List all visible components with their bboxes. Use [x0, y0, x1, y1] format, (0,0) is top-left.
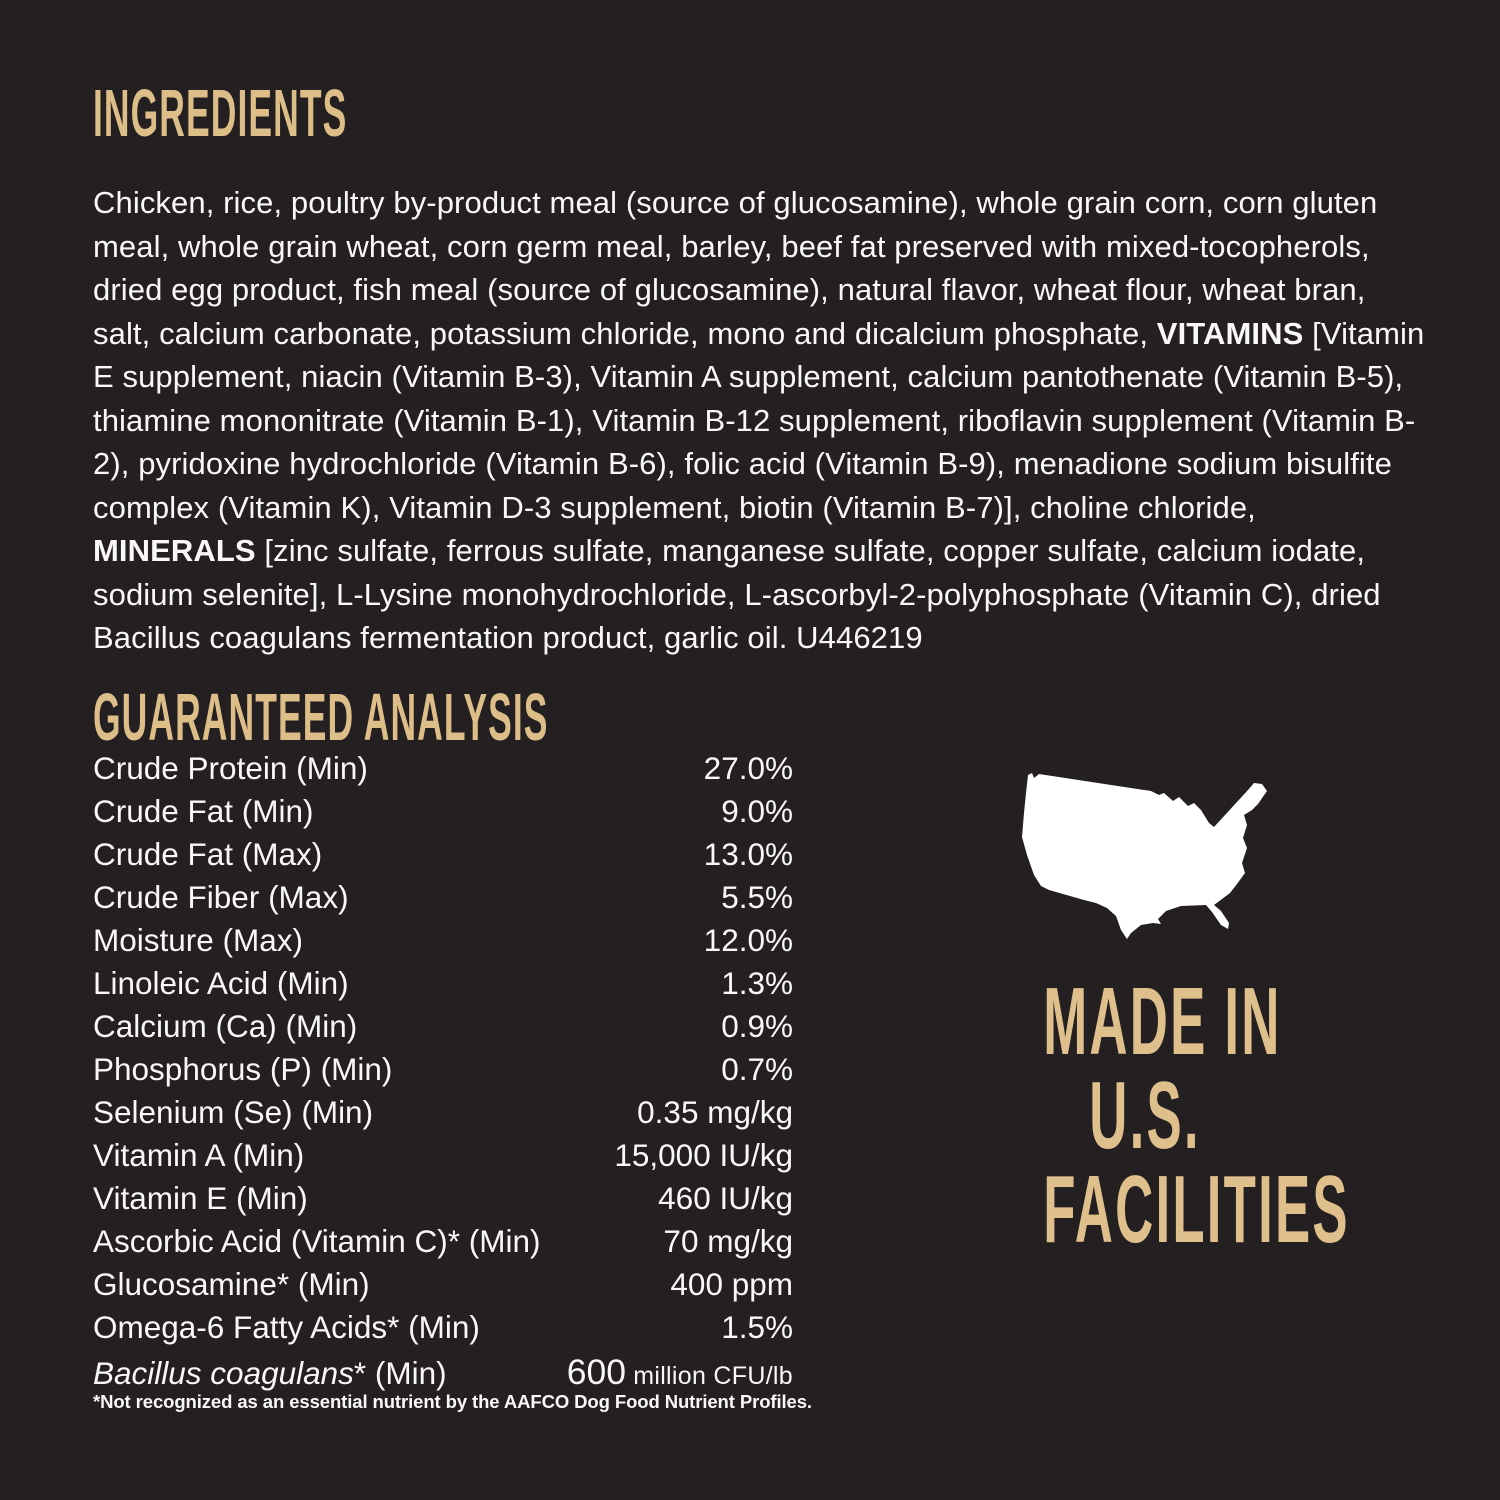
analysis-label: Crude Protein (Min)	[93, 750, 368, 786]
analysis-value: 600 million CFU/lb	[567, 1352, 793, 1393]
analysis-row: Crude Fat (Min) 9.0%	[93, 793, 793, 836]
analysis-label-italic: Bacillus coagulans	[93, 1355, 354, 1391]
ingredients-heading: INGREDIENTS	[93, 76, 348, 151]
ingredients-segment: [zinc sulfate, ferrous sulfate, manganes…	[93, 533, 1381, 655]
analysis-value: 27.0%	[703, 750, 793, 786]
analysis-value: 0.9%	[721, 1008, 793, 1044]
analysis-row: Vitamin E (Min) 460 IU/kg	[93, 1180, 793, 1223]
analysis-table: Crude Protein (Min) 27.0% Crude Fat (Min) 9…	[93, 750, 793, 1395]
analysis-label: Phosphorus (P) (Min)	[93, 1051, 393, 1087]
analysis-label: Glucosamine* (Min)	[93, 1266, 370, 1302]
analysis-value: 1.3%	[721, 965, 793, 1001]
analysis-label: Vitamin A (Min)	[93, 1137, 305, 1173]
analysis-label: Calcium (Ca) (Min)	[93, 1008, 358, 1044]
analysis-value: 0.35 mg/kg	[637, 1094, 793, 1130]
analysis-row: Crude Protein (Min) 27.0%	[93, 750, 793, 793]
analysis-value: 460 IU/kg	[658, 1180, 793, 1216]
analysis-row: Crude Fiber (Max) 5.5%	[93, 879, 793, 922]
analysis-value: 0.7%	[721, 1051, 793, 1087]
made-in-us-block: MADE IN U.S. FACILITIES	[960, 765, 1350, 1263]
ingredients-bold-term: VITAMINS	[1156, 315, 1304, 351]
analysis-value-unit: million CFU/lb	[625, 1362, 793, 1390]
analysis-label: Ascorbic Acid (Vitamin C)* (Min)	[93, 1223, 541, 1259]
analysis-value: 400 ppm	[670, 1266, 793, 1302]
usa-map-icon	[1022, 773, 1267, 939]
analysis-value: 1.5%	[721, 1309, 793, 1345]
analysis-row: Bacillus coagulans* (Min) 600 million CFU…	[93, 1352, 793, 1395]
ingredients-segment: Chicken, rice, poultry by-product meal (…	[93, 185, 1378, 351]
aafco-footnote: *Not recognized as an essential nutrient…	[93, 1391, 812, 1412]
analysis-value: 9.0%	[721, 793, 793, 829]
analysis-value: 12.0%	[703, 922, 793, 958]
ingredients-segment: [Vitamin E supplement, niacin (Vitamin B…	[93, 315, 1425, 525]
analysis-value: 5.5%	[721, 879, 793, 915]
analysis-row: Selenium (Se) (Min) 0.35 mg/kg	[93, 1094, 793, 1137]
analysis-label: Crude Fiber (Max)	[93, 879, 349, 915]
analysis-label: Linoleic Acid (Min)	[93, 965, 349, 1001]
made-in-line-1: MADE IN	[1043, 968, 1282, 1075]
made-in-line-2: U.S.	[1089, 1062, 1201, 1169]
analysis-label: Omega-6 Fatty Acids* (Min)	[93, 1309, 480, 1345]
analysis-value-number: 600	[566, 1352, 626, 1392]
analysis-value: 70 mg/kg	[663, 1223, 793, 1259]
made-in-text: MADE IN U.S. FACILITIES	[960, 968, 1350, 1263]
analysis-row: Calcium (Ca) (Min) 0.9%	[93, 1008, 793, 1051]
ingredients-bold-term: MINERALS	[93, 533, 256, 568]
analysis-label: Selenium (Se) (Min)	[93, 1094, 374, 1130]
analysis-row: Vitamin A (Min) 15,000 IU/kg	[93, 1137, 793, 1180]
analysis-row: Moisture (Max) 12.0%	[93, 922, 793, 965]
analysis-row: Glucosamine* (Min) 400 ppm	[93, 1266, 793, 1309]
analysis-label: Crude Fat (Max)	[93, 836, 323, 872]
analysis-value: 13.0%	[703, 836, 793, 872]
guaranteed-analysis-heading: GUARANTEED ANALYSIS	[93, 680, 549, 755]
analysis-row: Ascorbic Acid (Vitamin C)* (Min) 70 mg/kg	[93, 1223, 793, 1266]
analysis-row: Phosphorus (P) (Min) 0.7%	[93, 1051, 793, 1094]
analysis-label: Bacillus coagulans* (Min)	[93, 1355, 447, 1391]
ingredients-text: Chicken, rice, poultry by-product meal (…	[93, 181, 1425, 660]
analysis-label: Vitamin E (Min)	[93, 1180, 308, 1216]
analysis-row: Crude Fat (Max) 13.0%	[93, 836, 793, 879]
analysis-label: Crude Fat (Min)	[93, 793, 314, 829]
analysis-label: Moisture (Max)	[93, 922, 304, 958]
analysis-row: Omega-6 Fatty Acids* (Min) 1.5%	[93, 1309, 793, 1352]
analysis-value: 15,000 IU/kg	[614, 1137, 793, 1173]
analysis-row: Linoleic Acid (Min) 1.3%	[93, 965, 793, 1008]
made-in-line-3: FACILITIES	[1043, 1156, 1350, 1263]
